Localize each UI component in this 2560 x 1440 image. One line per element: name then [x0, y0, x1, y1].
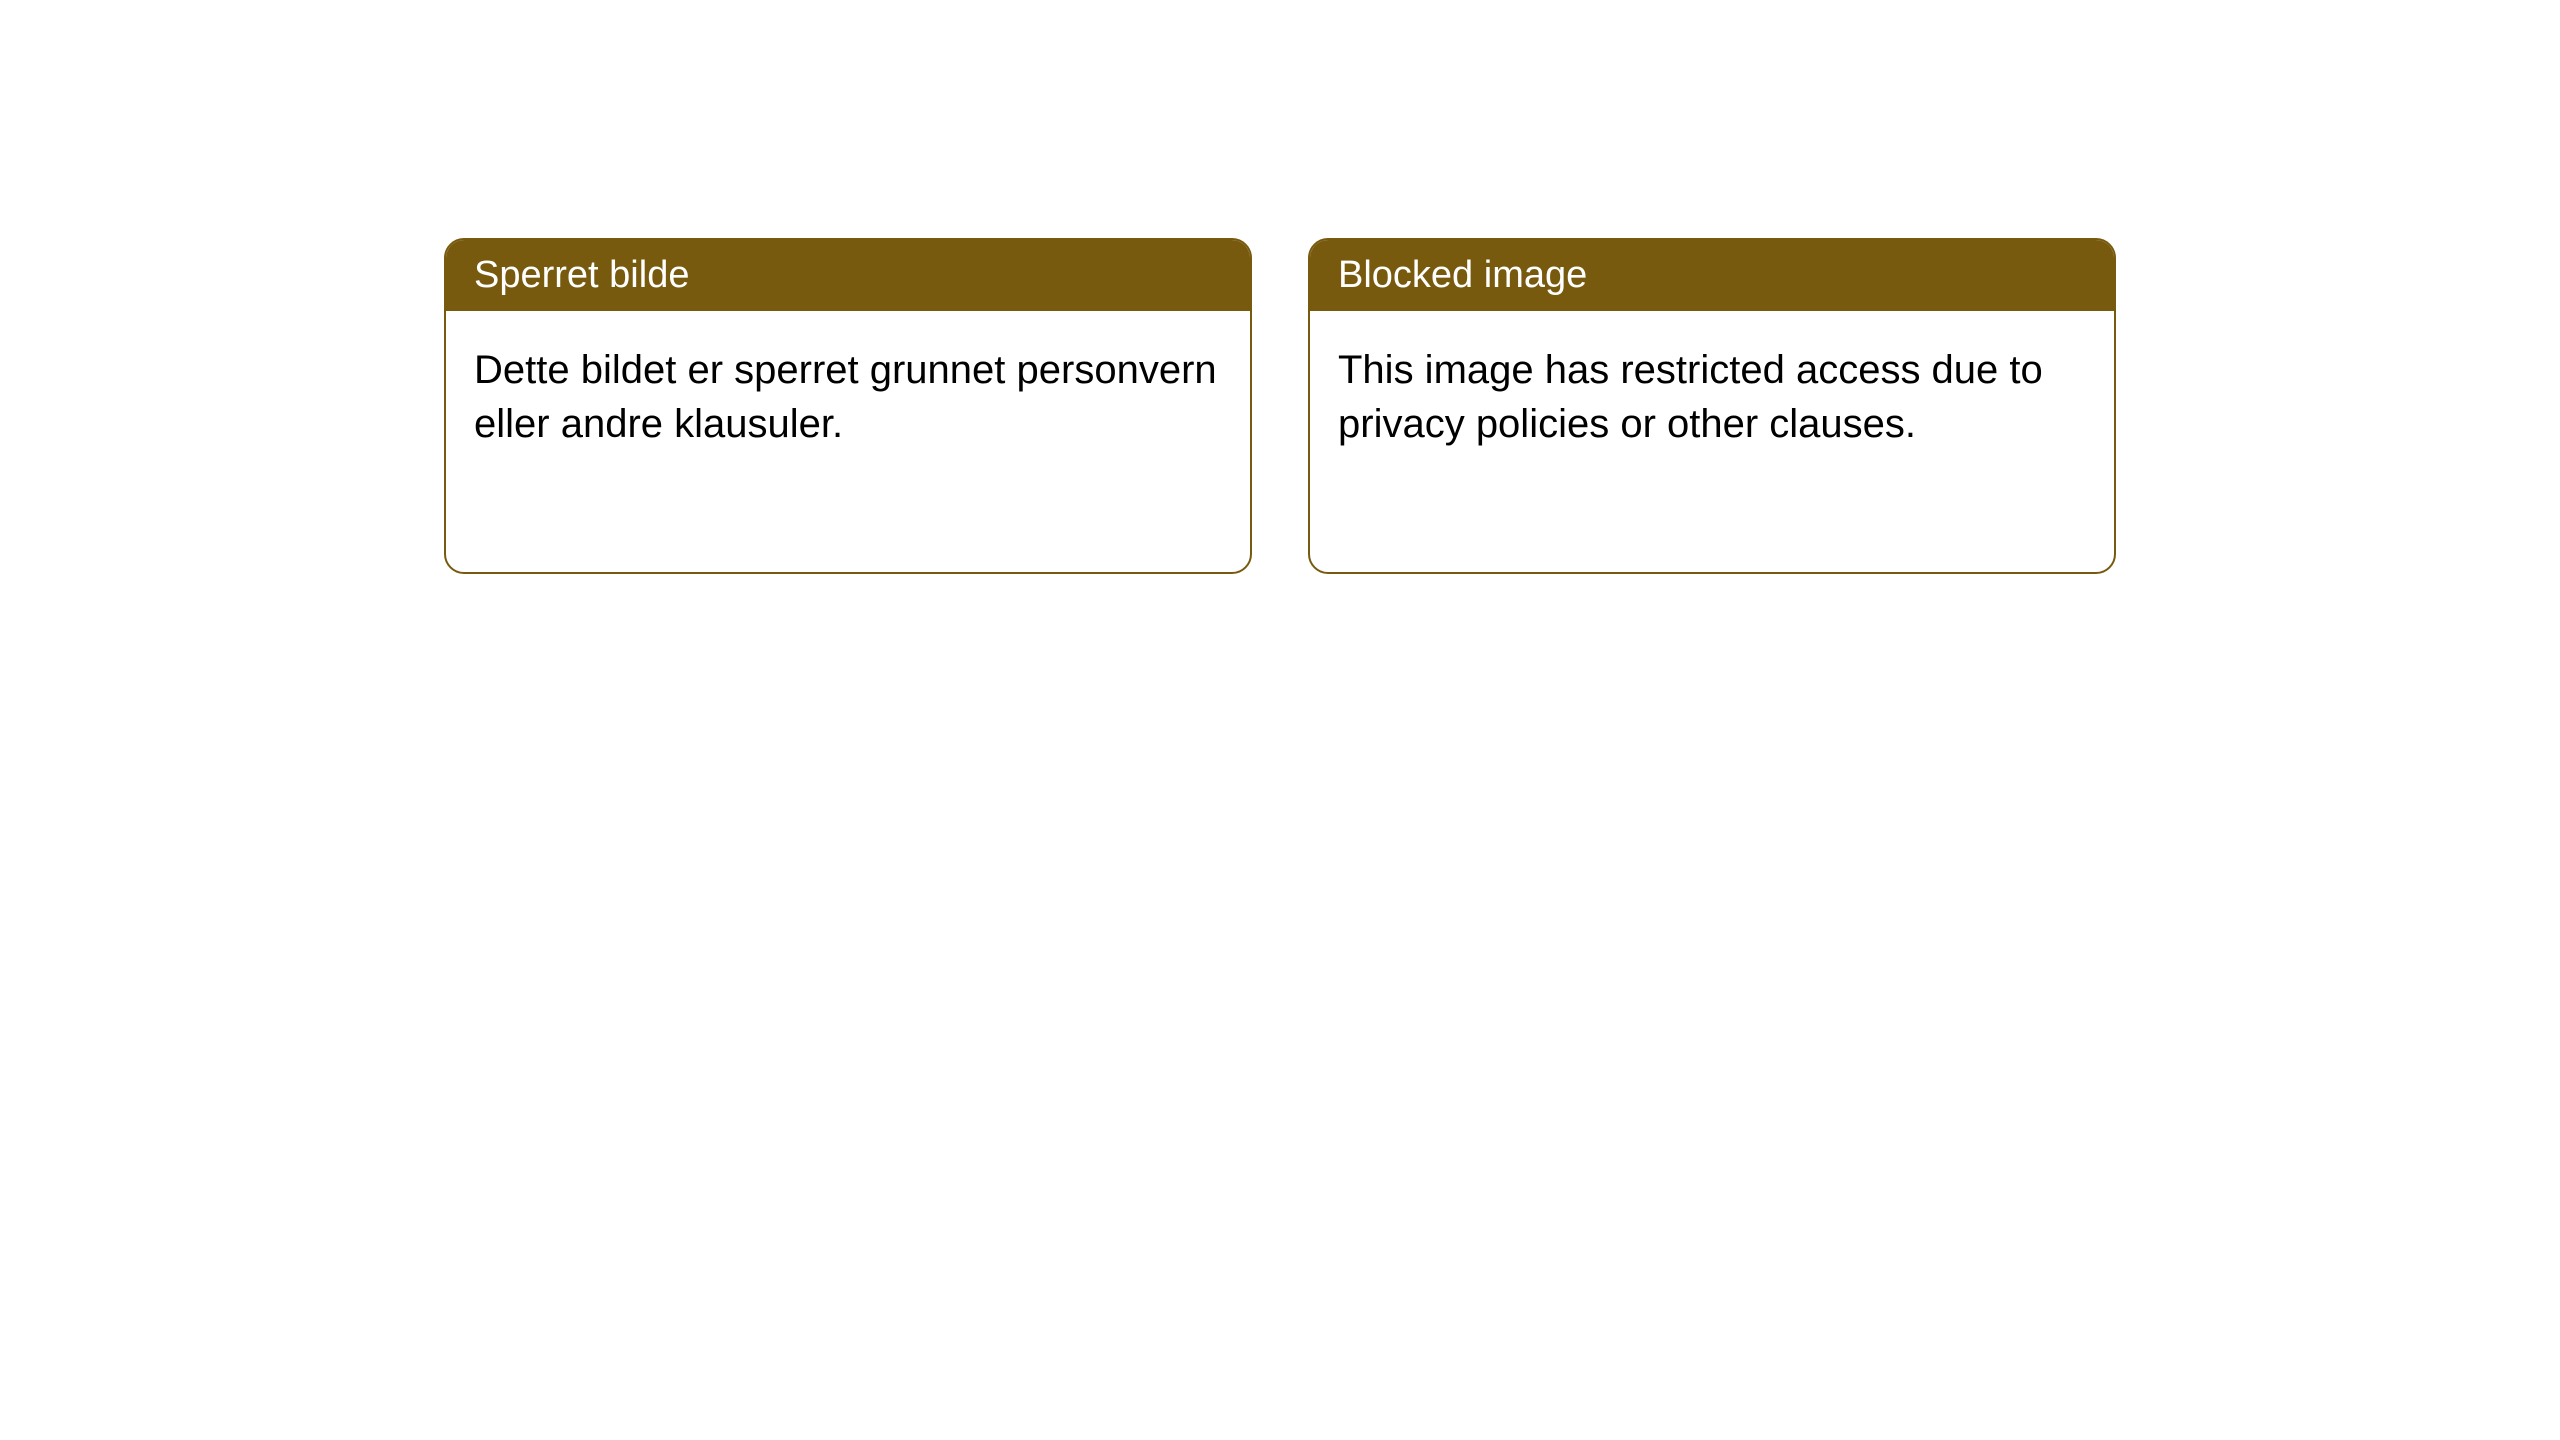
notice-body-english: This image has restricted access due to … [1310, 311, 2114, 483]
notice-container: Sperret bilde Dette bildet er sperret gr… [444, 238, 2116, 574]
notice-title-english: Blocked image [1338, 254, 1587, 296]
notice-header-english: Blocked image [1310, 240, 2114, 311]
notice-header-norwegian: Sperret bilde [446, 240, 1250, 311]
notice-message-norwegian: Dette bildet er sperret grunnet personve… [474, 348, 1217, 446]
notice-message-english: This image has restricted access due to … [1338, 348, 2043, 446]
notice-box-norwegian: Sperret bilde Dette bildet er sperret gr… [444, 238, 1252, 574]
notice-box-english: Blocked image This image has restricted … [1308, 238, 2116, 574]
notice-body-norwegian: Dette bildet er sperret grunnet personve… [446, 311, 1250, 483]
notice-title-norwegian: Sperret bilde [474, 254, 689, 296]
